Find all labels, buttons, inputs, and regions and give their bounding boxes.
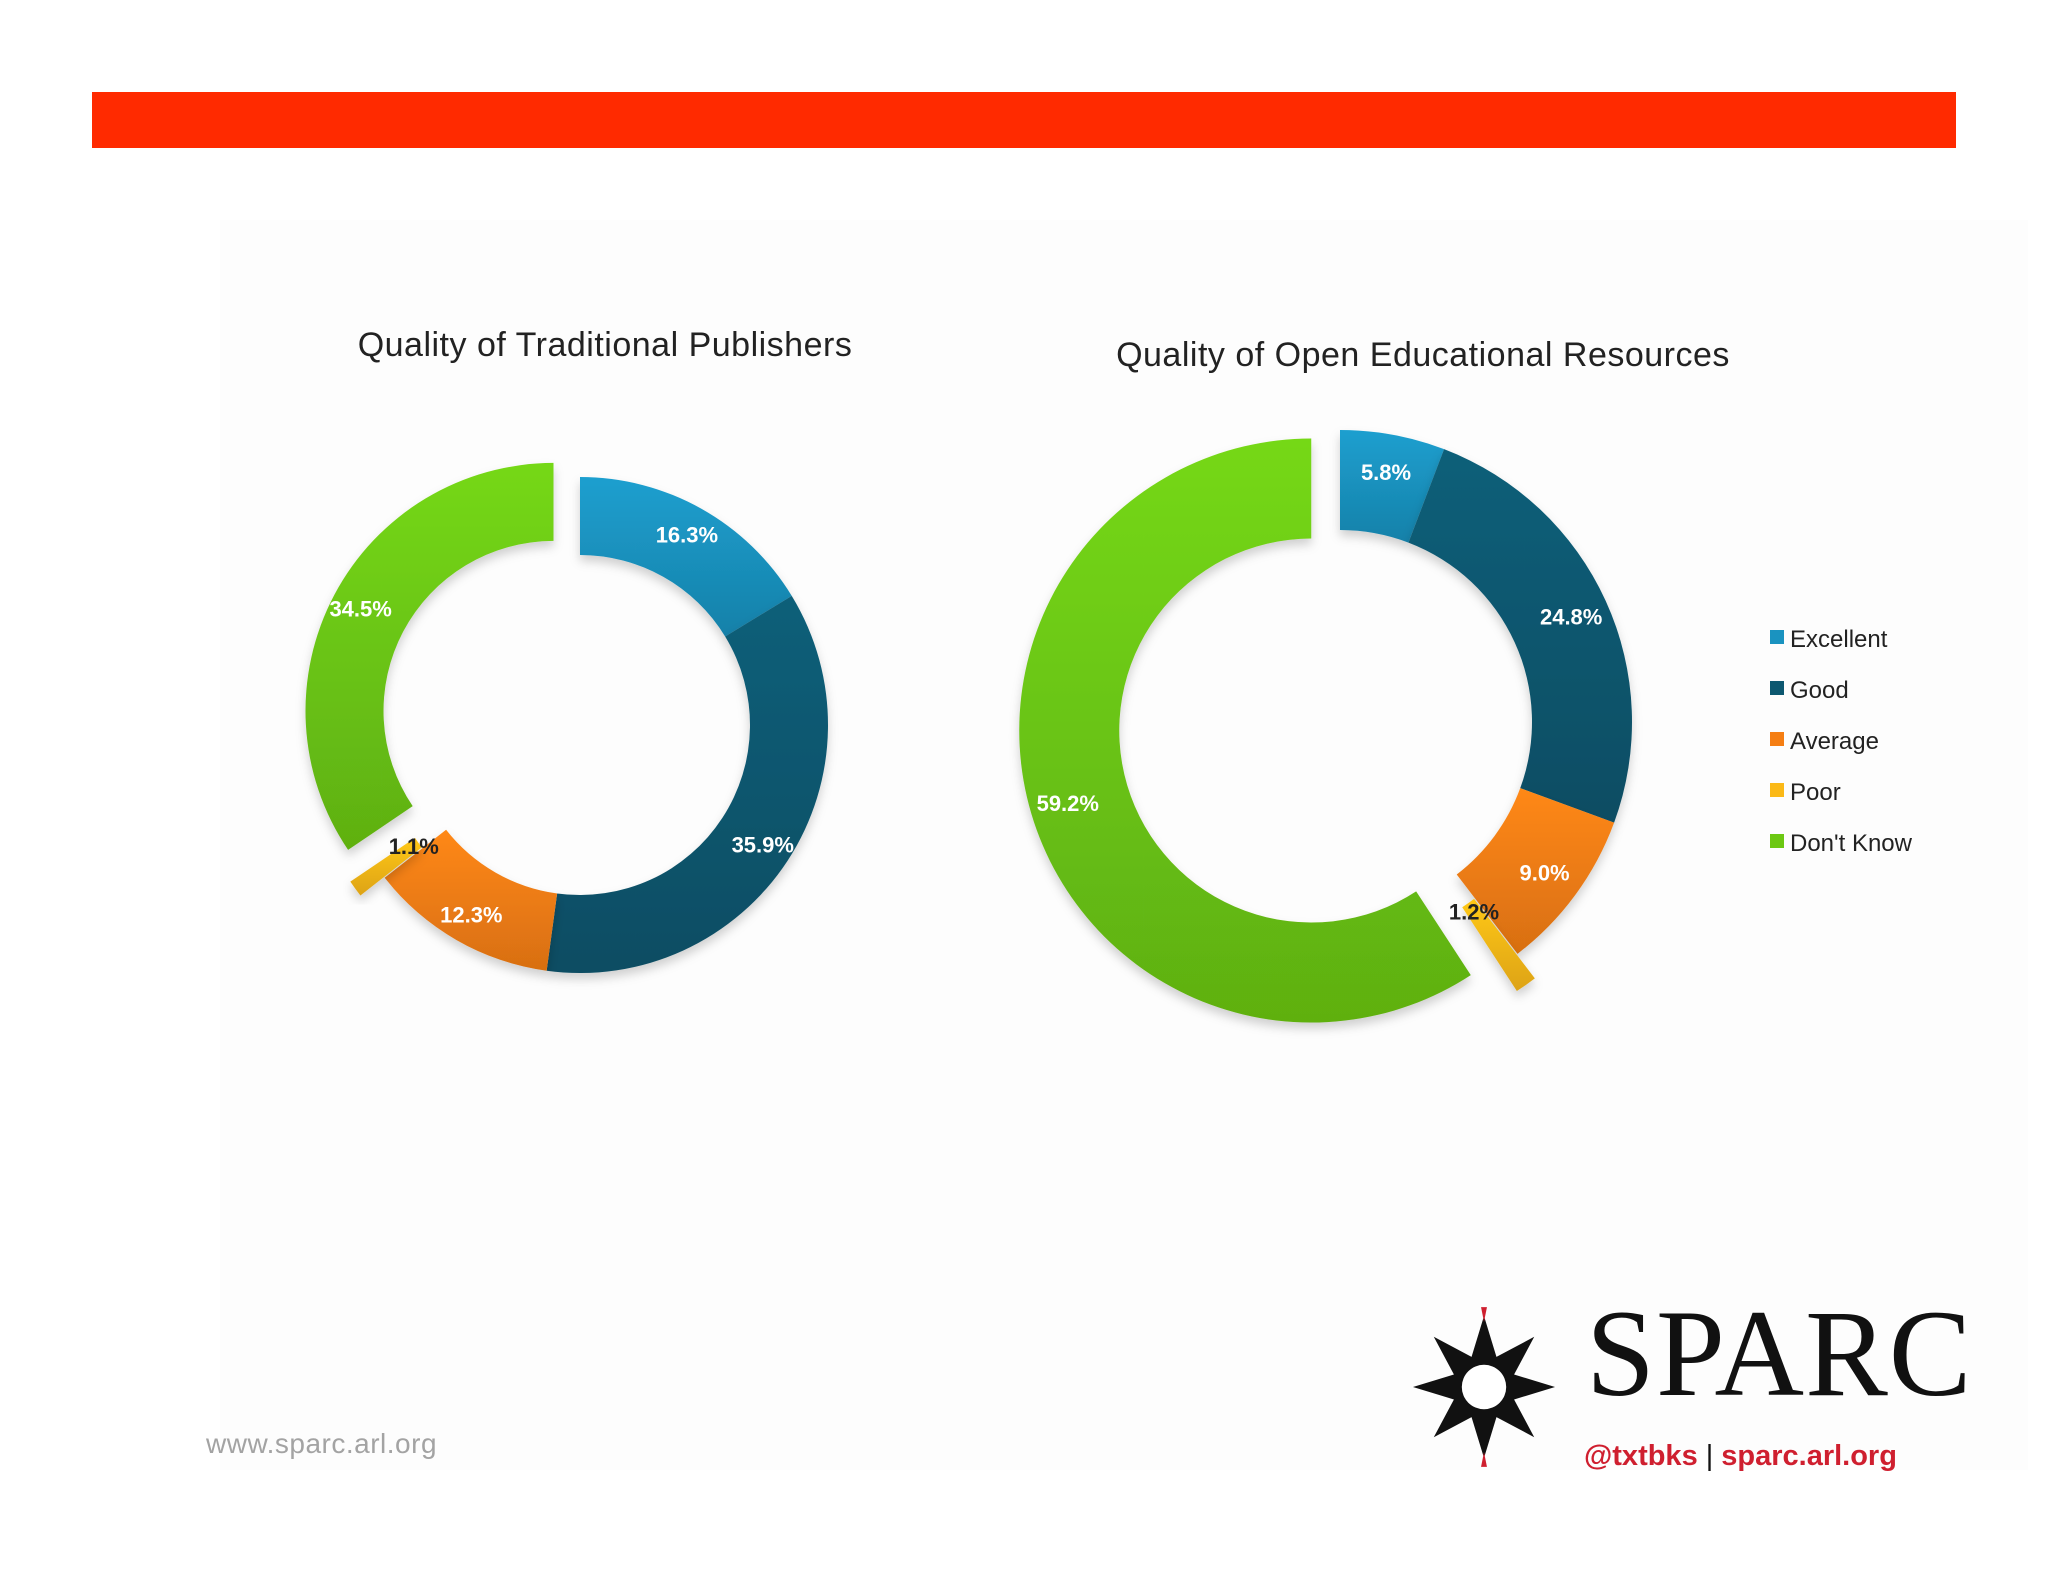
labels-traditional: 16.3% 35.9% 12.3% 1.1% 34.5% bbox=[329, 523, 794, 928]
slices-traditional bbox=[305, 462, 828, 973]
slice-excellent bbox=[580, 477, 792, 637]
slice-poor bbox=[350, 837, 422, 896]
legend-label-excellent: Excellent bbox=[1790, 626, 1888, 653]
donut-chart-oer: Quality of Open Educational Resources 5.… bbox=[1019, 336, 1730, 1023]
sparc-star-icon bbox=[1412, 1307, 1556, 1467]
legend-swatch-don-t-know bbox=[1770, 834, 1784, 848]
data-label-don-t-know: 34.5% bbox=[329, 597, 391, 622]
logo-wordmark: SPARC bbox=[1586, 1285, 1973, 1422]
header-accent-bar bbox=[92, 92, 1956, 148]
logo-tag-separator: | bbox=[1705, 1440, 1714, 1472]
slice-excellent bbox=[1340, 430, 1445, 543]
sparc-logo: SPARC @txtbks | sparc.arl.org bbox=[1400, 1290, 1972, 1490]
data-label-poor: 1.1% bbox=[389, 834, 439, 859]
data-label-excellent: 5.8% bbox=[1361, 460, 1411, 485]
slice-average bbox=[384, 829, 558, 971]
logo-tick-top bbox=[1481, 1307, 1487, 1322]
data-label-average: 9.0% bbox=[1519, 861, 1569, 886]
slice-don-t-know bbox=[1019, 438, 1471, 1023]
donut-chart-traditional: Quality of Traditional Publishers 16.3% 3… bbox=[305, 326, 853, 973]
legend-swatch-poor bbox=[1770, 783, 1784, 797]
slice-good bbox=[546, 595, 828, 973]
logo-tick-bottom bbox=[1481, 1452, 1487, 1467]
legend-swatch-excellent bbox=[1770, 630, 1784, 644]
slice-don-t-know bbox=[305, 462, 554, 850]
slice-poor bbox=[1462, 898, 1535, 992]
data-label-excellent: 16.3% bbox=[656, 523, 718, 548]
footer-url[interactable]: www.sparc.arl.org bbox=[206, 1428, 438, 1459]
legend-label-average: Average bbox=[1790, 728, 1879, 755]
data-label-poor: 1.2% bbox=[1449, 899, 1499, 924]
legend-swatch-average bbox=[1770, 732, 1784, 746]
legend-swatch-good bbox=[1770, 681, 1784, 695]
legend-label-good: Good bbox=[1790, 677, 1849, 704]
legend-label-don-t-know: Don't Know bbox=[1790, 830, 1913, 857]
slice-average bbox=[1456, 788, 1615, 954]
logo-handle-link[interactable]: @txtbks bbox=[1584, 1440, 1698, 1472]
legend-label-poor: Poor bbox=[1790, 779, 1841, 806]
chart-title-oer: Quality of Open Educational Resources bbox=[1116, 336, 1730, 374]
slice-good bbox=[1408, 449, 1632, 823]
logo-site-link[interactable]: sparc.arl.org bbox=[1721, 1440, 1897, 1472]
logo-tagline: @txtbks | sparc.arl.org bbox=[1584, 1440, 1897, 1473]
logo-star-center bbox=[1461, 1364, 1507, 1410]
chart-legend: Excellent Good Average Poor Don't Know bbox=[1770, 626, 1913, 857]
data-label-don-t-know: 59.2% bbox=[1037, 791, 1099, 816]
labels-oer: 5.8% 24.8% 9.0% 1.2% 59.2% bbox=[1037, 460, 1603, 924]
data-label-average: 12.3% bbox=[440, 902, 502, 927]
data-label-good: 24.8% bbox=[1540, 605, 1602, 630]
data-label-good: 35.9% bbox=[732, 832, 794, 857]
slices-oer bbox=[1019, 430, 1632, 1023]
chart-title-traditional: Quality of Traditional Publishers bbox=[358, 326, 853, 364]
